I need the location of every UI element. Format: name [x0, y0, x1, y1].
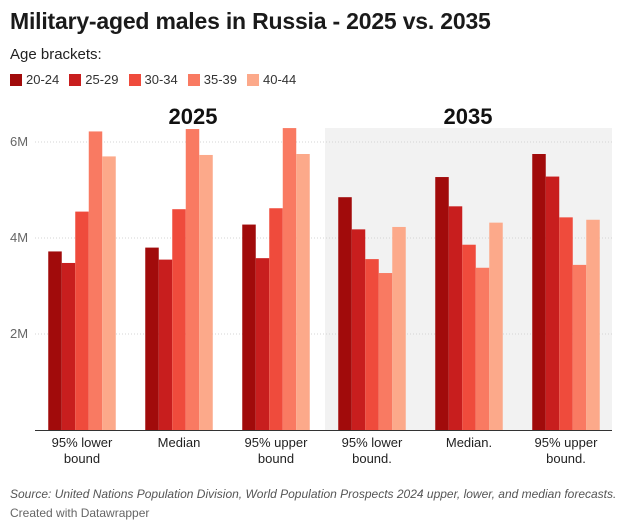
category-label: Median. [446, 435, 492, 450]
bar-20-24 [242, 224, 256, 430]
bar-20-24 [145, 247, 159, 430]
y-tick-label: 2M [10, 326, 28, 341]
category-label: 95% lower [52, 435, 113, 450]
legend-label: 40-44 [263, 72, 297, 87]
bar-30-34 [462, 244, 476, 430]
legend-swatch [187, 73, 200, 86]
legend: 20-24 25-29 30-34 35-39 40-44 [10, 72, 306, 87]
legend-label: 30-34 [144, 72, 178, 87]
legend-item-20-24: 20-24 [10, 72, 59, 87]
bar-30-34 [269, 208, 283, 430]
bar-30-34 [559, 217, 573, 430]
bar-20-24 [48, 251, 62, 430]
legend-swatch [69, 73, 82, 86]
bar-35-39 [572, 264, 587, 430]
legend-label: 25-29 [85, 72, 119, 87]
category-label: bound. [546, 451, 586, 466]
bar-35-39 [378, 273, 393, 430]
legend-item-25-29: 25-29 [69, 72, 119, 87]
category-label: 95% upper [245, 435, 309, 450]
credit-note: Created with Datawrapper [10, 506, 150, 520]
bar-25-29 [255, 258, 270, 430]
panel-label-2025: 2025 [169, 104, 218, 129]
category-label: 95% upper [535, 435, 599, 450]
legend-item-30-34: 30-34 [128, 72, 178, 87]
legend-item-40-44: 40-44 [247, 72, 296, 87]
bar-20-24 [435, 177, 449, 430]
bar-25-29 [545, 176, 560, 430]
category-label: 95% lower [342, 435, 403, 450]
bar-30-34 [365, 259, 379, 430]
bar-35-39 [88, 131, 103, 430]
y-tick-label: 6M [10, 134, 28, 149]
category-label: bound [64, 451, 100, 466]
bar-25-29 [158, 259, 173, 430]
chart-title: Military-aged males in Russia - 2025 vs.… [10, 8, 491, 34]
panel-label-2035: 2035 [444, 104, 493, 129]
source-note: Source: United Nations Population Divisi… [10, 487, 617, 501]
legend-title: Age brackets: [10, 46, 102, 63]
bar-40-44 [586, 219, 600, 430]
category-label: bound. [352, 451, 392, 466]
bar-30-34 [75, 211, 89, 430]
category-label: Median [158, 435, 201, 450]
bar-35-39 [282, 128, 297, 430]
legend-label: 35-39 [203, 72, 237, 87]
legend-item-35-39: 35-39 [187, 72, 237, 87]
bar-25-29 [448, 206, 463, 430]
bar-25-29 [61, 262, 76, 430]
bar-40-44 [102, 156, 116, 430]
legend-swatch [10, 73, 22, 86]
legend-swatch [247, 73, 259, 86]
legend-swatch [128, 73, 141, 86]
y-tick-label: 4M [10, 230, 28, 245]
bar-40-44 [392, 226, 406, 430]
bar-40-44 [489, 222, 503, 430]
bar-20-24 [532, 154, 546, 430]
category-label: bound [258, 451, 294, 466]
bar-35-39 [475, 267, 490, 430]
legend-label: 20-24 [26, 72, 60, 87]
bar-40-44 [199, 154, 213, 430]
bar-35-39 [185, 129, 200, 431]
bar-25-29 [351, 229, 366, 430]
bar-20-24 [338, 197, 352, 430]
bar-40-44 [296, 154, 310, 430]
bar-30-34 [172, 209, 186, 430]
